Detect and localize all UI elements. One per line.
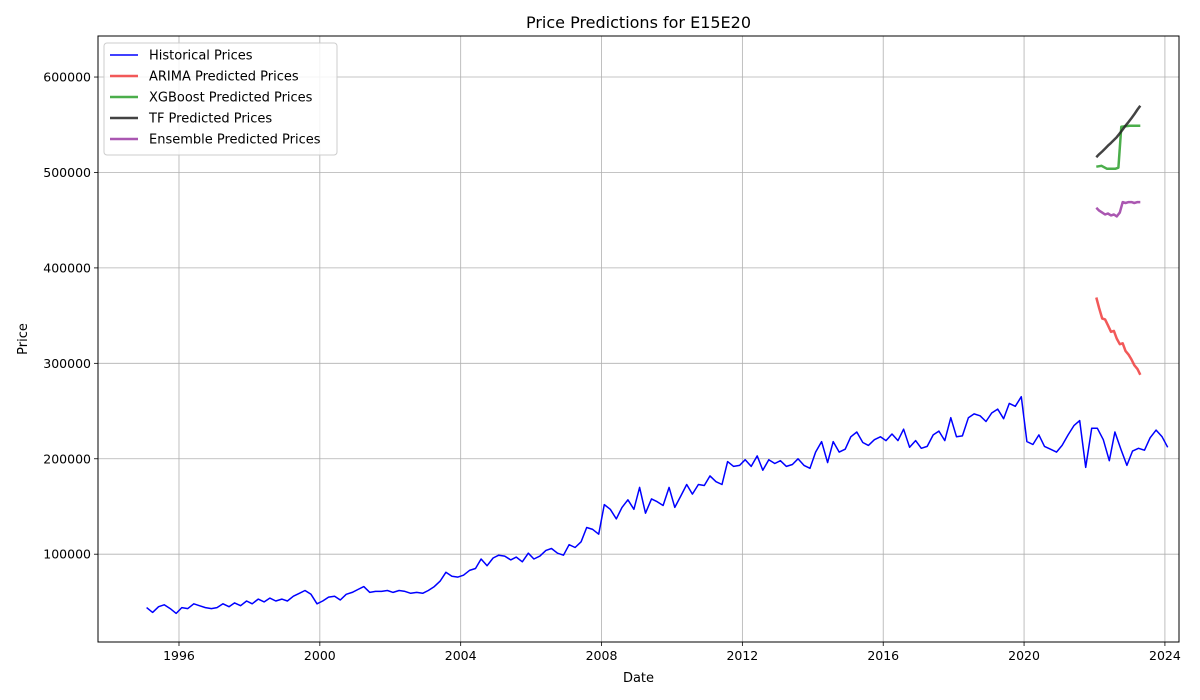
chart-title: Price Predictions for E15E20 — [526, 13, 751, 32]
series-line-arima-predicted-prices — [1095, 297, 1142, 376]
x-tick-label: 2024 — [1149, 648, 1181, 663]
legend-label: XGBoost Predicted Prices — [149, 91, 313, 106]
series-line-tf-predicted-prices — [1095, 104, 1142, 159]
plot-frame — [97, 35, 1180, 643]
series-line-ensemble-predicted-prices — [1095, 200, 1141, 218]
series-line-historical-prices — [146, 395, 1169, 615]
series-lines — [146, 104, 1169, 615]
y-axis-label: Price — [16, 323, 31, 355]
x-tick-label: 2008 — [586, 648, 618, 663]
series-line-xgboost-predicted-prices — [1096, 124, 1141, 170]
y-tick-label: 600000 — [43, 70, 91, 85]
legend-label: Ensemble Predicted Prices — [149, 133, 321, 148]
y-tick-label: 500000 — [43, 165, 91, 180]
x-axis-label: Date — [623, 671, 654, 686]
legend: Historical Prices ARIMA Predicted Prices X… — [103, 42, 338, 156]
y-tick-label: 400000 — [43, 260, 91, 275]
x-tick-label: 2004 — [445, 648, 477, 663]
y-tick-label: 200000 — [43, 451, 91, 466]
y-tick-label: 300000 — [43, 356, 91, 371]
x-tick-label: 1996 — [163, 648, 195, 663]
x-tick-label: 2012 — [726, 648, 758, 663]
x-tick-label: 2020 — [1008, 648, 1040, 663]
y-tick-label: 100000 — [43, 547, 91, 562]
x-tick-label: 2016 — [867, 648, 899, 663]
axis-ticks: 1996 2000 2004 2008 2012 2016 2020 2024 100000 20… — [43, 70, 1181, 663]
legend-label: Historical Prices — [149, 49, 253, 64]
grid-lines — [98, 36, 1179, 642]
legend-label: TF Predicted Prices — [148, 112, 272, 127]
legend-label: ARIMA Predicted Prices — [149, 70, 299, 85]
legend-box — [103, 42, 338, 156]
x-tick-label: 2000 — [304, 648, 336, 663]
